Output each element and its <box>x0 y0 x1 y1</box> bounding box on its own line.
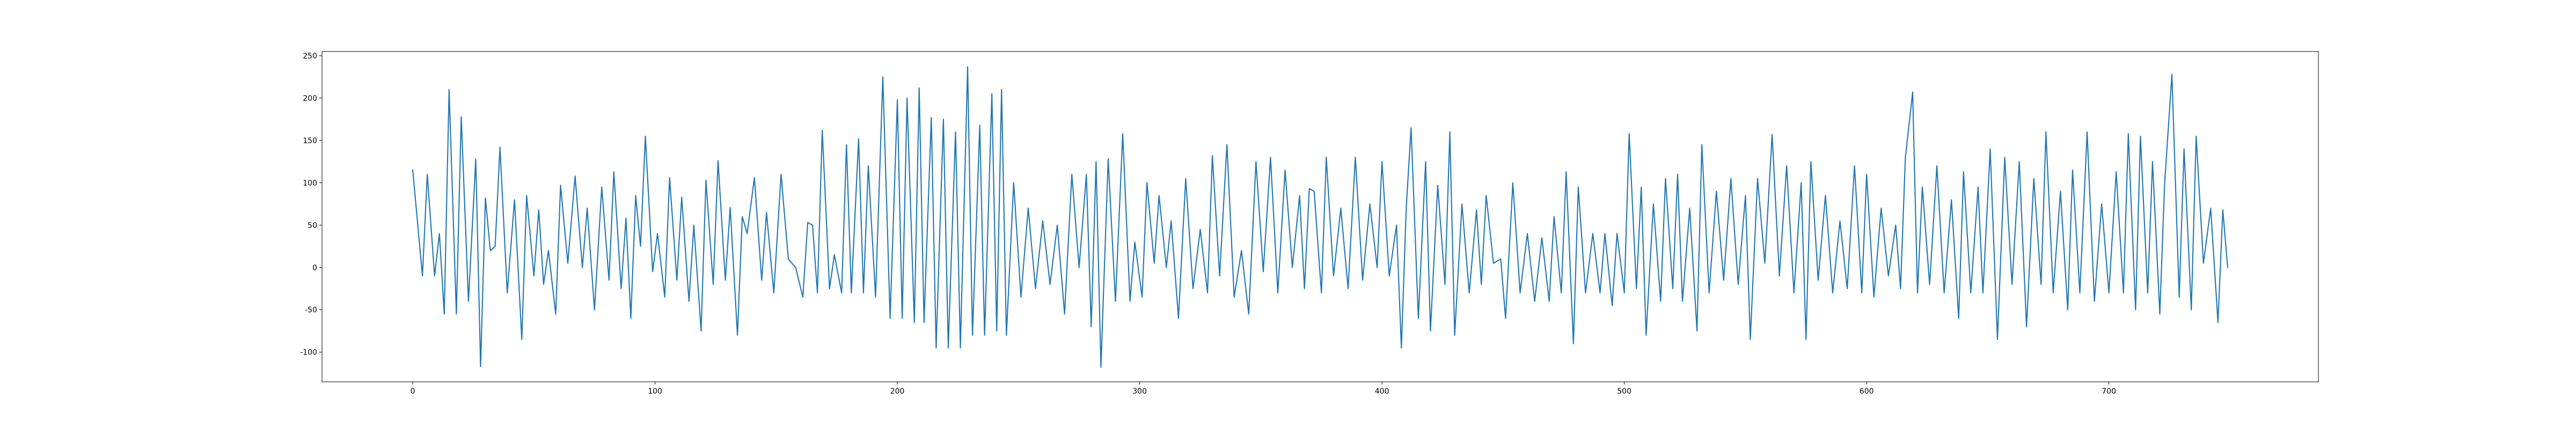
y-tick-label: 250 <box>303 52 317 61</box>
plot-frame <box>321 51 2319 382</box>
x-tick-label: 100 <box>648 387 662 396</box>
y-tick-label: 200 <box>303 94 317 103</box>
x-tick-label: 0 <box>411 387 415 396</box>
x-tick-label: 600 <box>1860 387 1874 396</box>
y-tick-label: -50 <box>305 306 317 315</box>
x-tick-label: 400 <box>1375 387 1389 396</box>
y-tick-label: 150 <box>303 137 317 145</box>
x-tick-label: 700 <box>2102 387 2116 396</box>
y-tick-label: 0 <box>312 264 317 272</box>
x-tick-label: 500 <box>1617 387 1631 396</box>
y-tick-label: 100 <box>303 179 317 188</box>
y-tick-label: 50 <box>308 221 317 230</box>
y-tick-label: -100 <box>300 349 317 357</box>
x-tick-label: 200 <box>890 387 905 396</box>
data-line <box>412 66 2229 368</box>
x-tick-label: 300 <box>1132 387 1147 396</box>
